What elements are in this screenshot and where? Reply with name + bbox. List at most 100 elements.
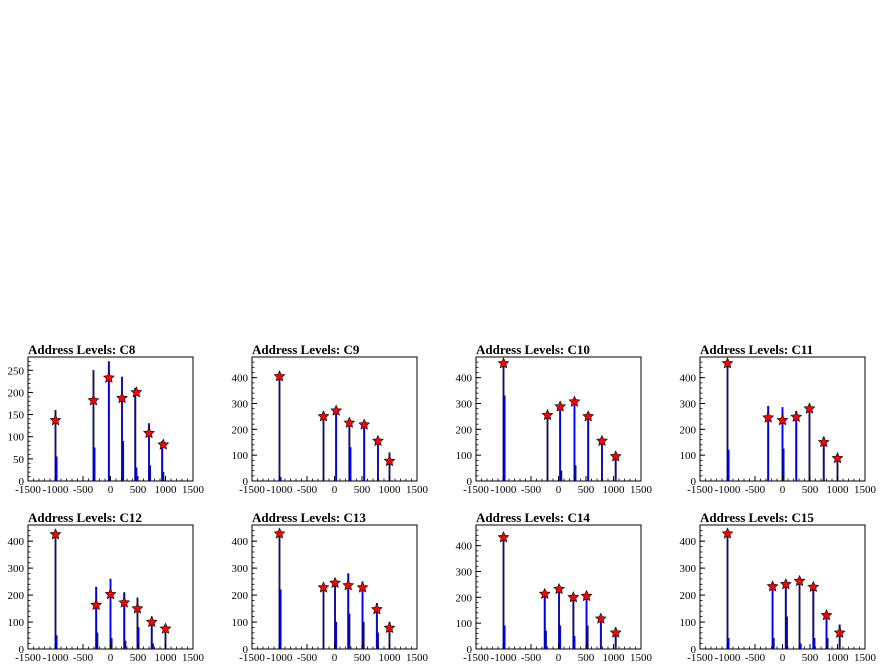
y-tick-label: 100	[232, 617, 249, 629]
peak-marker	[130, 386, 143, 398]
y-tick-label: 200	[232, 424, 249, 436]
y-tick-label: 100	[456, 450, 473, 462]
y-tick-label: 400	[680, 373, 697, 385]
x-tick-label: 500	[578, 652, 595, 664]
x-tick-label: -500	[73, 652, 94, 664]
x-tick-label: 1500	[854, 652, 877, 664]
peak-marker	[721, 357, 734, 369]
peak-marker	[793, 574, 806, 587]
x-tick-label: 500	[130, 652, 147, 664]
x-tick-label: 1500	[182, 484, 205, 496]
x-tick-label: 0	[556, 484, 562, 496]
chart-title: Address Levels: C10	[476, 342, 590, 357]
x-tick-label: 1500	[406, 484, 429, 496]
histogram-bar	[559, 403, 562, 482]
histogram-bar	[838, 624, 841, 650]
chart-title: Address Levels: C11	[700, 342, 813, 357]
chart-title: Address Levels: C13	[252, 510, 366, 525]
peak-marker	[497, 357, 510, 369]
peak-marker	[779, 578, 792, 590]
x-tick-label: -500	[297, 484, 318, 496]
histogram-bar	[110, 638, 113, 650]
histogram-bar	[727, 638, 730, 650]
x-tick-label: -1500	[463, 484, 489, 496]
subplot-3: Address Levels: C10 0 100 200 300 400 -1500 -10…	[456, 342, 653, 496]
peak-marker	[553, 582, 565, 595]
histogram-bar	[107, 361, 110, 482]
peak-marker	[317, 410, 330, 422]
histogram-bar	[279, 589, 282, 650]
x-tick-label: -1000	[715, 652, 741, 664]
histogram-bar	[95, 586, 98, 650]
histogram-bar	[559, 625, 562, 650]
peak-marker	[580, 589, 593, 602]
peak-marker	[567, 591, 580, 603]
y-tick-label: 300	[232, 563, 249, 575]
x-tick-label: 0	[108, 652, 114, 664]
peak-marker	[102, 371, 115, 383]
y-tick-label: 300	[680, 399, 697, 411]
x-tick-label: 500	[354, 484, 371, 496]
x-tick-label: 1000	[155, 652, 178, 664]
histogram-bar	[726, 532, 729, 650]
histogram-bar	[124, 640, 127, 650]
x-tick-label: 1000	[827, 652, 850, 664]
x-tick-label: 1500	[854, 484, 877, 496]
histogram-bar	[781, 407, 784, 482]
histogram-bar	[503, 625, 506, 650]
subplot-8: Address Levels: C15 0 100 200 300 400 -1500 -10…	[680, 510, 877, 664]
y-tick-label: 200	[456, 592, 473, 604]
histogram-bar	[322, 413, 325, 482]
histogram-bar	[574, 465, 577, 482]
y-tick-label: 200	[680, 590, 697, 602]
x-tick-label: 1000	[603, 484, 626, 496]
x-tick-label: -1500	[463, 652, 489, 664]
histogram-bar	[96, 632, 99, 650]
x-tick-label: 1500	[182, 652, 205, 664]
histogram-bar	[122, 440, 125, 482]
histogram-bar	[503, 395, 506, 482]
y-tick-label: 0	[691, 476, 697, 488]
peak-marker	[273, 527, 286, 539]
histogram-bar	[785, 616, 788, 650]
y-tick-label: 100	[8, 432, 25, 444]
y-tick-label: 300	[680, 563, 697, 575]
y-tick-label: 100	[8, 617, 25, 629]
peak-marker	[582, 410, 595, 422]
x-tick-label: 1000	[379, 484, 402, 496]
y-tick-label: 300	[8, 563, 25, 575]
x-tick-label: -500	[297, 652, 318, 664]
histogram-bar	[799, 643, 802, 650]
chart-title: Address Levels: C15	[700, 510, 814, 525]
peak-marker	[497, 531, 510, 543]
peak-marker	[568, 395, 581, 407]
y-tick-label: 200	[456, 424, 473, 436]
peak-marker	[118, 596, 131, 608]
subplot-7: Address Levels: C14 0 100 200 300 400 -1500 -10…	[456, 510, 653, 664]
y-tick-label: 200	[680, 424, 697, 436]
y-tick-label: 200	[8, 387, 25, 399]
histogram-bar	[772, 638, 775, 650]
histogram-bar	[55, 456, 58, 482]
y-tick-label: 200	[8, 590, 25, 602]
x-tick-label: 1500	[406, 652, 429, 664]
peak-marker	[538, 587, 551, 600]
y-tick-label: 250	[8, 365, 25, 377]
histogram-bar	[123, 592, 126, 650]
peak-marker	[766, 580, 779, 592]
x-tick-label: 500	[802, 652, 819, 664]
peak-marker	[104, 588, 117, 600]
peak-marker	[143, 426, 155, 439]
histogram-bar	[136, 597, 139, 650]
chart-title: Address Levels: C8	[28, 342, 136, 357]
x-tick-label: -1000	[43, 484, 69, 496]
histogram-bar	[162, 471, 165, 482]
peak-marker	[157, 438, 170, 450]
x-tick-label: 0	[780, 652, 786, 664]
histogram-bar	[347, 573, 350, 650]
y-tick-label: 150	[8, 410, 25, 422]
peak-marker	[372, 434, 384, 447]
peak-marker	[807, 580, 820, 593]
x-tick-label: -1500	[15, 484, 41, 496]
peak-marker	[358, 418, 371, 430]
